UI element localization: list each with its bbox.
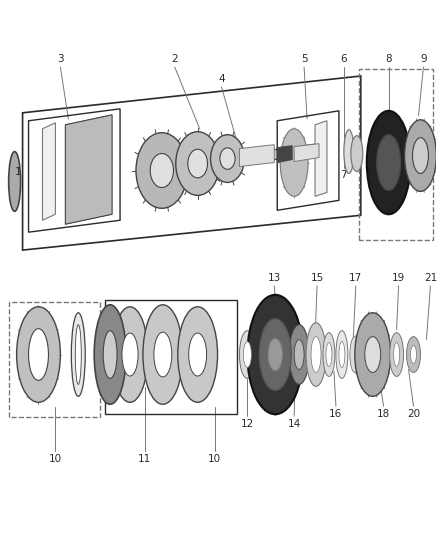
- Text: 6: 6: [341, 54, 347, 64]
- Text: 20: 20: [407, 409, 420, 419]
- Ellipse shape: [247, 295, 303, 414]
- Ellipse shape: [150, 154, 173, 188]
- Ellipse shape: [326, 343, 332, 367]
- Ellipse shape: [390, 333, 403, 376]
- Ellipse shape: [17, 307, 60, 402]
- Ellipse shape: [394, 343, 399, 367]
- Ellipse shape: [240, 330, 255, 378]
- Ellipse shape: [28, 329, 49, 381]
- Ellipse shape: [9, 151, 21, 211]
- Ellipse shape: [189, 333, 207, 376]
- Text: 14: 14: [287, 419, 301, 429]
- Ellipse shape: [294, 340, 304, 369]
- Ellipse shape: [289, 325, 309, 384]
- Ellipse shape: [280, 129, 308, 196]
- Text: 8: 8: [385, 54, 392, 64]
- Ellipse shape: [410, 345, 417, 364]
- Ellipse shape: [211, 135, 244, 182]
- Ellipse shape: [306, 322, 326, 386]
- Text: 11: 11: [138, 454, 152, 464]
- Text: 10: 10: [49, 454, 62, 464]
- Ellipse shape: [220, 148, 235, 169]
- Text: 21: 21: [424, 273, 437, 283]
- Ellipse shape: [259, 319, 291, 390]
- Ellipse shape: [136, 133, 188, 208]
- Text: 7: 7: [341, 171, 347, 181]
- Ellipse shape: [94, 305, 126, 404]
- Polygon shape: [277, 146, 292, 163]
- Text: 10: 10: [208, 454, 221, 464]
- Ellipse shape: [406, 337, 420, 373]
- Text: 18: 18: [377, 409, 390, 419]
- Ellipse shape: [351, 136, 363, 172]
- Text: 17: 17: [349, 273, 363, 283]
- Ellipse shape: [112, 307, 148, 402]
- Text: 1: 1: [15, 167, 22, 177]
- Ellipse shape: [377, 135, 401, 190]
- Ellipse shape: [365, 337, 381, 373]
- Text: 15: 15: [311, 273, 324, 283]
- Ellipse shape: [71, 313, 85, 397]
- Text: 5: 5: [301, 54, 307, 64]
- Ellipse shape: [344, 130, 354, 173]
- Text: 12: 12: [241, 419, 254, 429]
- Ellipse shape: [405, 120, 436, 191]
- Ellipse shape: [244, 342, 251, 367]
- Ellipse shape: [367, 111, 410, 214]
- Ellipse shape: [323, 333, 335, 376]
- Text: 2: 2: [171, 54, 178, 64]
- Ellipse shape: [154, 332, 172, 377]
- Ellipse shape: [311, 337, 321, 373]
- Ellipse shape: [413, 138, 428, 173]
- Polygon shape: [65, 115, 112, 224]
- Text: 4: 4: [218, 74, 225, 84]
- Text: 9: 9: [420, 54, 427, 64]
- Text: 13: 13: [268, 273, 281, 283]
- Ellipse shape: [268, 338, 282, 370]
- Ellipse shape: [336, 330, 348, 378]
- Ellipse shape: [143, 305, 183, 404]
- Polygon shape: [240, 144, 274, 166]
- Ellipse shape: [122, 333, 138, 376]
- Ellipse shape: [178, 307, 218, 402]
- Polygon shape: [315, 121, 327, 196]
- Ellipse shape: [176, 132, 219, 196]
- Polygon shape: [294, 144, 319, 161]
- Ellipse shape: [355, 313, 391, 397]
- Text: 16: 16: [329, 409, 343, 419]
- Polygon shape: [42, 123, 55, 220]
- Ellipse shape: [75, 325, 81, 384]
- Ellipse shape: [350, 337, 360, 373]
- Text: 19: 19: [392, 273, 405, 283]
- Ellipse shape: [188, 149, 208, 178]
- Ellipse shape: [339, 342, 345, 367]
- Text: 3: 3: [57, 54, 64, 64]
- Ellipse shape: [103, 330, 117, 378]
